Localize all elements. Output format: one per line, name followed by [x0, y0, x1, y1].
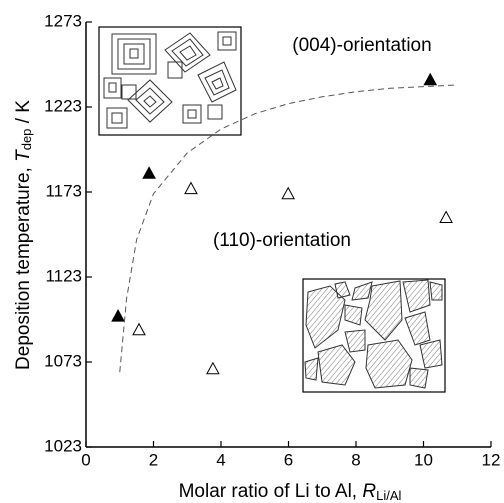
y-label-subscript: dep: [19, 129, 34, 151]
y-tick-label: 1123: [45, 266, 82, 285]
inset-110: [303, 279, 445, 392]
x-tick-label: 6: [284, 450, 293, 469]
y-tick-label: 1173: [45, 181, 82, 200]
x-tick-label: 12: [482, 450, 501, 469]
x-label-subscript: Li/Al: [376, 488, 401, 503]
annotation: (110)-orientation: [213, 230, 351, 251]
x-axis-label: Molar ratio of Li to Al, RLi/Al: [179, 481, 402, 503]
data-point: [185, 183, 197, 194]
y-label-unit: / K: [13, 100, 34, 129]
x-tick-label: 0: [81, 450, 90, 469]
y-axis-label: Deposition temperature, Tdep / K: [13, 100, 34, 370]
data-point: [143, 167, 155, 178]
data-point: [112, 310, 124, 321]
y-tick-label: 1273: [44, 11, 82, 30]
inset-004: [99, 27, 241, 135]
x-tick-label: 10: [414, 450, 433, 469]
x-tick-label: 2: [149, 450, 158, 469]
y-tick-label: 1023: [44, 436, 82, 455]
x-tick-label: 8: [351, 450, 360, 469]
data-point: [440, 212, 452, 223]
data-point: [282, 188, 294, 199]
annotation: (004)-orientation: [292, 35, 431, 56]
data-point: [207, 363, 219, 374]
data-point: [424, 74, 436, 85]
x-label-text: Molar ratio of Li to Al,: [179, 481, 363, 502]
chart: Deposition temperature, Tdep / K Molar r…: [0, 0, 504, 503]
y-label-text: Deposition temperature,: [13, 162, 34, 370]
x-label-symbol: R: [362, 481, 376, 502]
y-tick-label: 1223: [44, 96, 82, 115]
data-point: [133, 324, 145, 335]
x-tick-label: 4: [216, 450, 225, 469]
y-tick-label: 1073: [44, 351, 82, 370]
